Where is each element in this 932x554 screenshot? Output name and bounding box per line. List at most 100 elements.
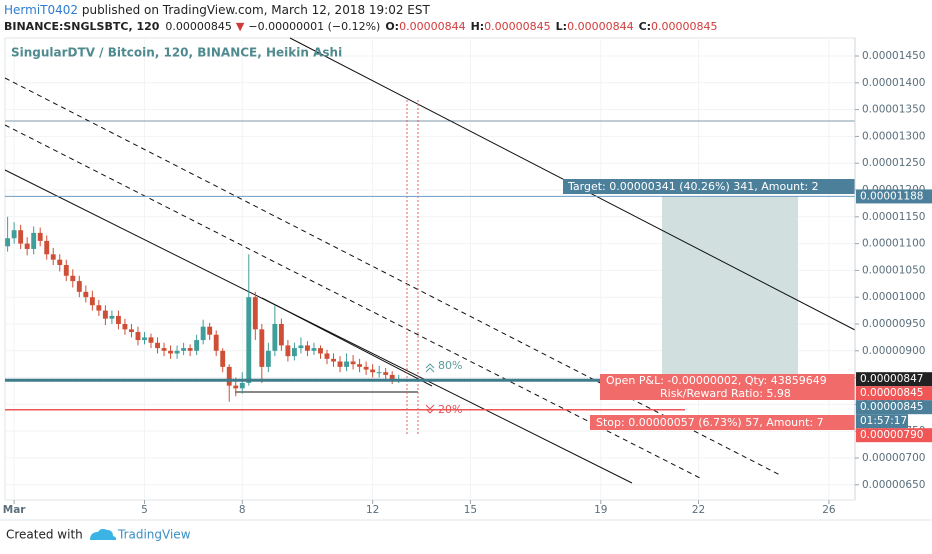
countdown: 01:57:17 bbox=[860, 415, 907, 427]
candle-body bbox=[344, 361, 350, 367]
candle-body bbox=[350, 361, 356, 365]
price-label-box bbox=[856, 428, 932, 443]
author[interactable]: HermiT0402 bbox=[4, 3, 78, 17]
y-tick-label: 0.00001250 bbox=[862, 157, 925, 169]
target-label: Target: 0.00000341 (40.26%) 341, Amount:… bbox=[567, 180, 819, 193]
candle-body bbox=[109, 315, 115, 319]
candle-body bbox=[44, 240, 50, 255]
y-tick-label: 0.00001400 bbox=[862, 77, 925, 89]
fib-label: 20% bbox=[438, 403, 462, 416]
candle-body bbox=[213, 334, 219, 351]
x-tick-label: 12 bbox=[366, 504, 379, 516]
ohlc-key: H: bbox=[471, 20, 485, 33]
y-tick-label: 0.00001100 bbox=[862, 238, 925, 250]
candle-body bbox=[272, 323, 278, 351]
candle-body bbox=[168, 350, 174, 354]
y-tick-label: 0.00000900 bbox=[862, 345, 925, 357]
x-tick-label: 5 bbox=[141, 504, 148, 516]
last-price: 0.00000845 bbox=[165, 20, 231, 33]
ratio-label: Risk/Reward Ratio: 5.98 bbox=[660, 387, 791, 400]
y-tick-label: 0.00001150 bbox=[862, 211, 925, 223]
fib-label: 80% bbox=[438, 359, 462, 372]
candle-body bbox=[31, 232, 37, 249]
candle-body bbox=[285, 345, 291, 357]
change: −0.00000001 (−0.12%) bbox=[248, 20, 380, 33]
candle-body bbox=[363, 366, 369, 370]
ohlc-key: C: bbox=[639, 20, 651, 33]
x-tick-label: 8 bbox=[239, 504, 246, 516]
candle-body bbox=[50, 254, 56, 260]
y-tick-label: 0.00001000 bbox=[862, 291, 925, 303]
published: published on TradingView.com, March 12, … bbox=[78, 3, 430, 17]
chart-title: SingularDTV / Bitcoin, 120, BINANCE, Hei… bbox=[11, 46, 342, 60]
y-tick-label: 0.00001050 bbox=[862, 264, 925, 276]
price-label: 0.00001188 bbox=[860, 190, 923, 202]
ohlc-key: O: bbox=[385, 20, 399, 33]
header-line-2: BINANCE:SNGLSBTC, 120 0.00000845 ▼ −0.00000… bbox=[4, 20, 718, 33]
x-tick-label: 22 bbox=[692, 504, 705, 516]
candle-body bbox=[298, 345, 304, 349]
price-label-box bbox=[856, 189, 932, 204]
candle-body bbox=[76, 281, 82, 292]
candle-body bbox=[142, 337, 147, 341]
candle-body bbox=[57, 259, 63, 266]
footer-brand[interactable]: TradingView bbox=[117, 528, 191, 542]
candle-body bbox=[246, 297, 252, 383]
trend-line bbox=[261, 297, 433, 387]
candle-body bbox=[239, 382, 245, 389]
ohlc-key: L: bbox=[556, 20, 567, 33]
candle-body bbox=[187, 348, 193, 351]
candle-body bbox=[161, 348, 167, 351]
target-zone bbox=[662, 196, 798, 400]
candle-body bbox=[226, 366, 232, 386]
candle-body bbox=[324, 353, 330, 359]
candle-body bbox=[331, 358, 336, 362]
candle-body bbox=[259, 329, 265, 367]
price-label: 0.00000845 bbox=[860, 401, 923, 413]
candle-body bbox=[318, 348, 323, 354]
fib-arrow-down bbox=[425, 404, 435, 414]
x-tick-label: 26 bbox=[822, 504, 836, 516]
candle-body bbox=[376, 372, 382, 374]
candle-body bbox=[383, 372, 389, 375]
candle-body bbox=[115, 315, 121, 324]
price-label-box bbox=[856, 372, 932, 387]
countdown-box bbox=[856, 414, 908, 429]
y-tick-label: 0.00001300 bbox=[862, 130, 925, 142]
x-tick-label: 19 bbox=[594, 504, 607, 516]
price-label: 0.00000790 bbox=[860, 429, 923, 441]
candle-body bbox=[11, 230, 17, 239]
trend-line bbox=[4, 169, 633, 484]
candle-body bbox=[252, 297, 258, 330]
symbol: BINANCE:SNGLSBTC, 120 bbox=[4, 20, 160, 33]
ohlc-value: 0.00000844 bbox=[567, 20, 633, 33]
grid bbox=[5, 38, 855, 500]
candle-body bbox=[337, 361, 343, 367]
y-tick-label: 0.00001350 bbox=[862, 104, 925, 116]
candle-body bbox=[194, 340, 200, 351]
stop-box bbox=[590, 415, 855, 430]
candle-body bbox=[357, 364, 363, 367]
candle-body bbox=[135, 332, 141, 341]
candle-body bbox=[220, 350, 226, 367]
y-tick-label: 0.00001450 bbox=[862, 50, 925, 62]
candle-body bbox=[122, 323, 128, 330]
logo bbox=[90, 528, 117, 540]
pnl-label: Open P&L: -0.00000002, Qty: 43859649 bbox=[606, 374, 827, 387]
candle-body bbox=[155, 342, 160, 349]
candle-body bbox=[370, 369, 376, 373]
candles bbox=[5, 216, 402, 402]
y-tick-label: 0.00000650 bbox=[862, 479, 925, 491]
ohlc-value: 0.00000845 bbox=[651, 20, 717, 33]
trend-line bbox=[4, 77, 783, 477]
stop-label: Stop: 0.00000057 (6.73%) 57, Amount: 7 bbox=[596, 416, 824, 429]
candle-body bbox=[89, 297, 95, 306]
trend-line bbox=[4, 124, 701, 479]
axes: 0.00001450 0.00001400 0.00001350 0.00001300… bbox=[3, 50, 932, 516]
candle-body bbox=[102, 310, 108, 319]
price-label: 0.00000847 bbox=[860, 373, 923, 385]
change-arrow: ▼ bbox=[236, 20, 245, 33]
candle-body bbox=[5, 238, 11, 247]
candle-body bbox=[148, 337, 154, 343]
